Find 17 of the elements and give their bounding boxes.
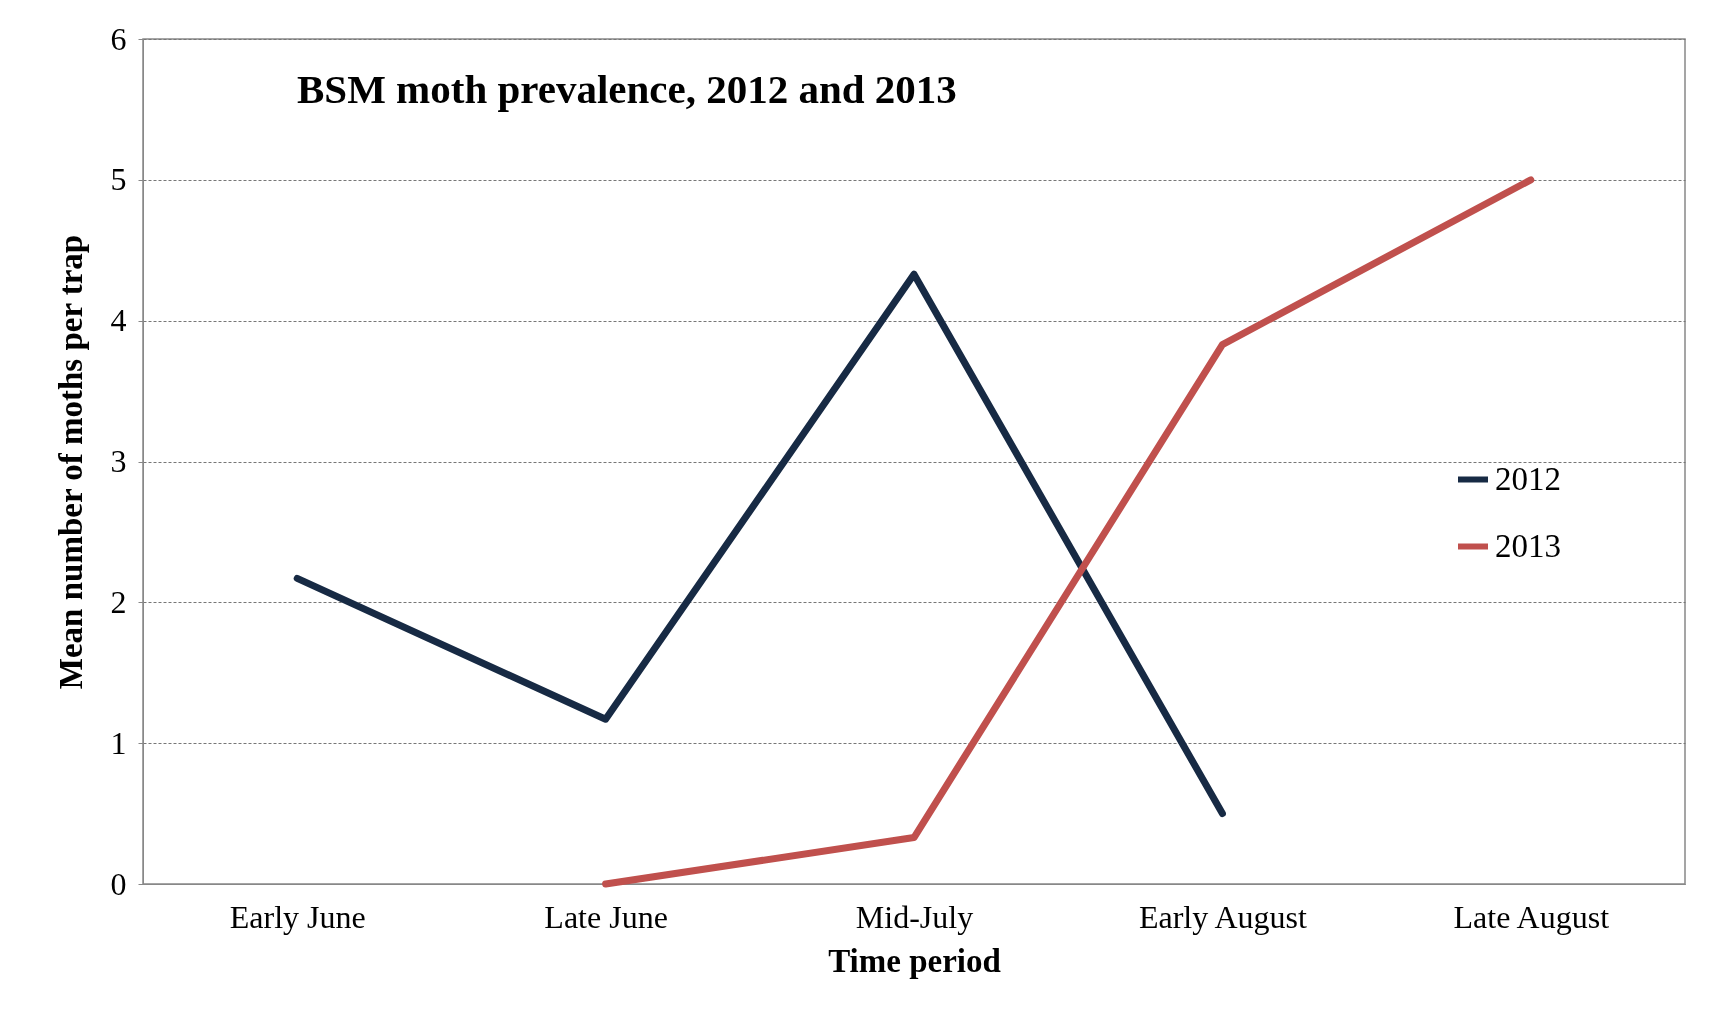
y-tick-label: 1 <box>110 724 127 761</box>
text: BSM moth prevalence, 2012 and 2013 <box>297 66 957 112</box>
y-tick-label: 3 <box>110 443 127 479</box>
y-tick-label: 5 <box>110 161 127 198</box>
y-tick-label: 2 <box>110 583 127 620</box>
legend-label: 2012 <box>1495 460 1561 497</box>
x-tick-label: Mid-July <box>855 898 974 935</box>
legend-label: 2013 <box>1495 527 1561 564</box>
x-axis-title: Time period <box>828 942 1001 979</box>
y-tick-label: 4 <box>110 302 127 339</box>
y-axis-title: Mean number of moths per trap <box>52 234 89 690</box>
x-tick-label: Late August <box>1453 898 1610 935</box>
y-tick-label: 6 <box>110 20 127 57</box>
x-tick-label: Late June <box>544 898 668 935</box>
y-tick-label: 0 <box>110 865 127 902</box>
x-tick-label: Early June <box>229 898 366 935</box>
x-tick-label: Early August <box>1138 898 1307 935</box>
